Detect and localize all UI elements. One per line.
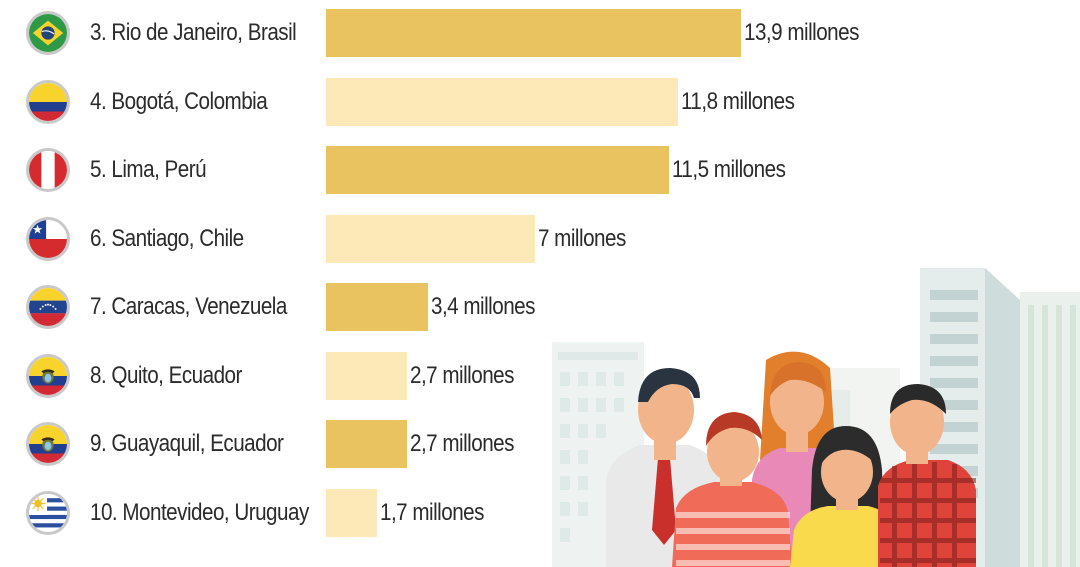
- man-plaid-shirt: [878, 384, 976, 567]
- bar-row: 6. Santiago, Chile 7 millones: [0, 214, 1080, 264]
- brazil-flag-icon: [26, 11, 70, 55]
- bar: [326, 214, 535, 263]
- ecuador-flag-icon: [26, 422, 70, 466]
- value-label: 3,4 millones: [430, 293, 535, 320]
- category-label: 8. Quito, Ecuador: [90, 361, 242, 389]
- bar-row: 10. Montevideo, Uruguay 1,7 millones: [0, 488, 1080, 538]
- bar: [326, 488, 377, 537]
- uruguay-flag-icon: [26, 490, 70, 535]
- value-label: 7 millones: [537, 224, 626, 252]
- value-label: 11,5 millones: [672, 156, 786, 183]
- bar: [326, 9, 741, 57]
- colombia-flag-icon: [26, 79, 70, 124]
- bar-row: 5. Lima, Perú 11,5 millones: [0, 145, 1080, 195]
- chile-flag-icon: [26, 216, 70, 261]
- category-label: 7. Caracas, Venezuela: [90, 293, 287, 320]
- bar: [326, 420, 407, 468]
- category-label: 5. Lima, Perú: [90, 156, 207, 183]
- bar-row: 7. Caracas, Venezuela 3,4 millones: [0, 282, 1080, 332]
- venezuela-flag-icon: [26, 285, 70, 329]
- value-label: 1,7 millones: [379, 498, 484, 526]
- bar: [326, 77, 679, 126]
- bar: [326, 283, 428, 331]
- value-label: 2,7 millones: [409, 430, 514, 457]
- bar-row: 8. Quito, Ecuador 2,7 millones: [0, 351, 1080, 401]
- bar-row: 9. Guayaquil, Ecuador 2,7 millones: [0, 419, 1080, 469]
- category-label: 4. Bogotá, Colombia: [90, 87, 268, 115]
- category-label: 6. Santiago, Chile: [90, 224, 244, 252]
- boy-striped-shirt: [672, 412, 792, 567]
- ecuador-flag-icon: [26, 353, 70, 398]
- category-label: 9. Guayaquil, Ecuador: [90, 430, 284, 457]
- bar: [326, 146, 670, 194]
- peru-flag-icon: [26, 148, 70, 192]
- value-label: 13,9 millones: [744, 19, 859, 46]
- bar-row: 3. Rio de Janeiro, Brasil 13,9 millones: [0, 8, 1080, 58]
- bar-row: 4. Bogotá, Colombia 11,8 millones: [0, 77, 1080, 127]
- category-label: 10. Montevideo, Uruguay: [90, 498, 309, 526]
- bar: [326, 351, 407, 400]
- man-with-tie: [606, 368, 722, 567]
- girl-yellow-shirt: [790, 426, 904, 567]
- category-label: 3. Rio de Janeiro, Brasil: [90, 19, 297, 46]
- value-label: 11,8 millones: [681, 87, 795, 115]
- value-label: 2,7 millones: [409, 361, 514, 389]
